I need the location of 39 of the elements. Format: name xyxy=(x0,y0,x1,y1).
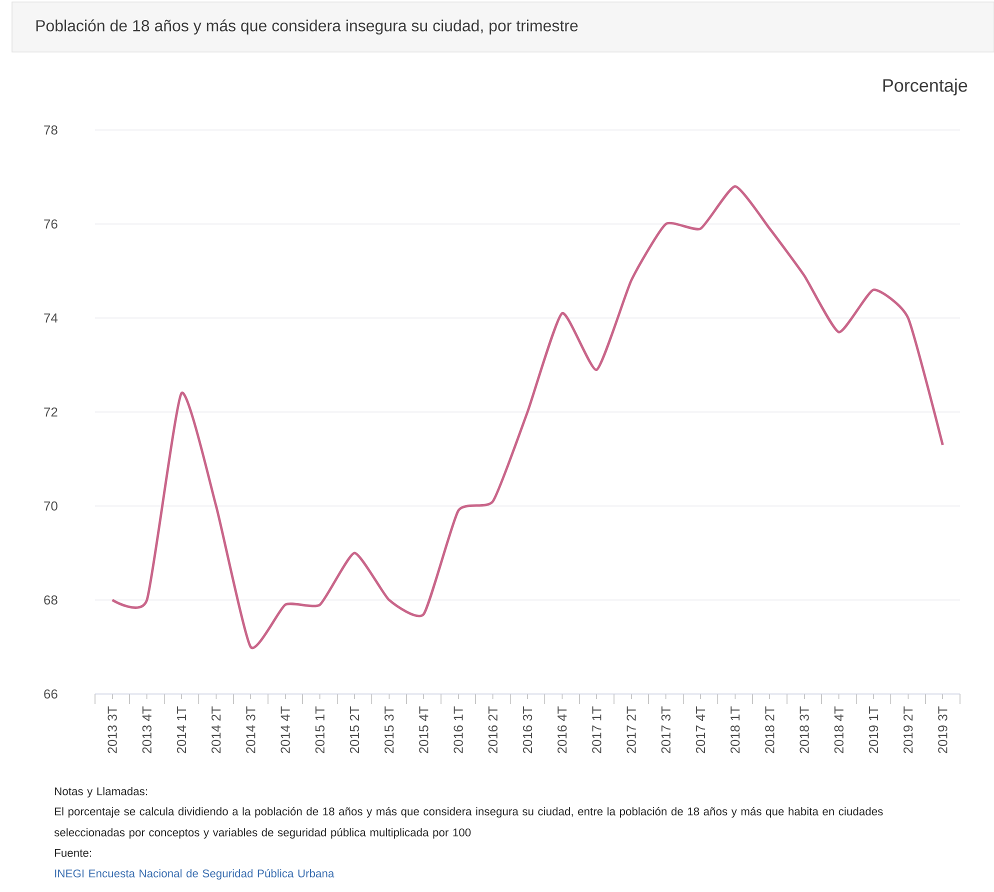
text: El porcentaje se calcula dividiendo a la población de 18 años y más que considera insegura su ciudad, entre la población de 18 años y más que habita en ciudades seleccionadas por conceptos y variables de seguridad pública multiplicada por 100 xyxy=(54,807,883,839)
line-series xyxy=(111,185,944,648)
x-tick-label: 2014 4T xyxy=(280,706,290,754)
x-tick-label: 2015 3T xyxy=(384,706,394,754)
x-tick-label: 2014 1T xyxy=(176,706,186,754)
y-tick-label: 66 xyxy=(44,689,58,699)
x-tick-label: 2018 2T xyxy=(765,706,774,754)
x-tick-label: 2016 4T xyxy=(558,706,567,754)
y-tick-label: 74 xyxy=(44,314,58,322)
x-tick-label: 2017 2T xyxy=(626,706,636,754)
x-tick-label: 2019 2T xyxy=(904,706,913,754)
x-tick-label: 2016 2T xyxy=(488,706,498,754)
source-note: Fuente: xyxy=(54,849,92,857)
text: INEGI Encuesta Nacional de Seguridad Pública Urbana xyxy=(55,869,334,880)
x-tick-label: 2015 1T xyxy=(315,706,325,754)
y-tick-label: 70 xyxy=(44,501,58,511)
y-tick-label: 72 xyxy=(44,407,58,417)
x-tick-label: 2019 3T xyxy=(938,706,948,754)
x-tick-label: 2015 2T xyxy=(350,706,360,754)
x-tick-label: 2013 4T xyxy=(142,706,152,754)
y-axis-title: Porcentaje xyxy=(883,78,968,96)
x-tick-label: 2017 1T xyxy=(592,706,602,754)
chart-title: Población de 18 años y más que considera insegura su ciudad, por trimestre xyxy=(36,19,578,35)
text: Notas y Llamadas: xyxy=(54,787,148,798)
x-tick-label: 2016 3T xyxy=(522,706,532,754)
x-tick-label: 2014 3T xyxy=(246,706,256,754)
x-tick-label: 2014 2T xyxy=(212,706,221,754)
x-tick-label: 2019 1T xyxy=(868,706,878,754)
x-tick-label: 2018 4T xyxy=(834,706,844,754)
x-tick-label: 2016 1T xyxy=(454,706,463,754)
y-tick-label: 68 xyxy=(44,595,58,605)
x-tick-label: 2018 1T xyxy=(730,706,740,754)
y-tick-label: 76 xyxy=(44,219,58,229)
x-tick-label: 2017 4T xyxy=(696,706,706,754)
x-tick-label: 2017 3T xyxy=(661,706,671,754)
x-tick-label: 2015 4T xyxy=(419,706,428,754)
x-tick-label: 2013 3T xyxy=(108,706,117,754)
x-tick-label: 2018 3T xyxy=(800,706,809,754)
y-tick-label: 78 xyxy=(44,125,58,135)
